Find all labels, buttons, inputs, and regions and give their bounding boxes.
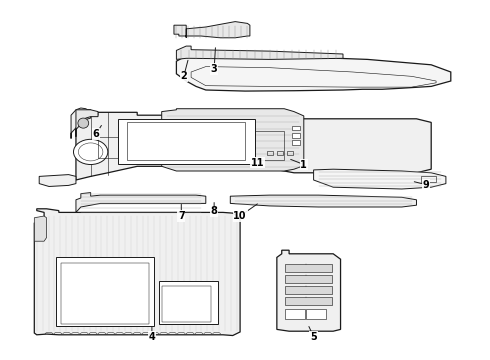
Ellipse shape bbox=[78, 118, 89, 128]
Bar bbox=[61, 263, 149, 324]
Polygon shape bbox=[76, 193, 206, 212]
Polygon shape bbox=[176, 54, 451, 91]
Polygon shape bbox=[174, 22, 250, 38]
Polygon shape bbox=[314, 169, 446, 189]
Text: 10: 10 bbox=[233, 211, 247, 221]
Polygon shape bbox=[71, 108, 98, 139]
Bar bbox=[292, 140, 300, 145]
Polygon shape bbox=[230, 195, 416, 207]
Polygon shape bbox=[162, 109, 304, 171]
Bar bbox=[127, 122, 245, 160]
Polygon shape bbox=[176, 46, 343, 59]
Bar bbox=[56, 257, 154, 326]
Text: 9: 9 bbox=[423, 180, 430, 190]
Bar bbox=[287, 151, 293, 155]
Bar bbox=[277, 151, 283, 155]
Polygon shape bbox=[76, 110, 98, 137]
Bar bbox=[421, 176, 436, 182]
Text: 3: 3 bbox=[211, 64, 218, 74]
Text: 11: 11 bbox=[250, 158, 264, 168]
Text: 6: 6 bbox=[93, 129, 99, 139]
Bar bbox=[292, 126, 300, 130]
Bar bbox=[285, 297, 332, 305]
Text: 5: 5 bbox=[310, 332, 317, 342]
Text: 8: 8 bbox=[211, 206, 218, 216]
Bar bbox=[285, 286, 332, 294]
Polygon shape bbox=[34, 216, 47, 241]
Text: 7: 7 bbox=[178, 211, 185, 221]
Bar bbox=[118, 119, 255, 164]
Polygon shape bbox=[277, 250, 341, 331]
Text: 4: 4 bbox=[148, 332, 155, 342]
Bar bbox=[292, 133, 300, 138]
Polygon shape bbox=[76, 110, 431, 180]
Bar bbox=[159, 281, 218, 324]
Text: 2: 2 bbox=[180, 71, 187, 81]
Bar bbox=[255, 131, 284, 160]
Polygon shape bbox=[34, 209, 240, 336]
Polygon shape bbox=[39, 175, 76, 186]
Bar bbox=[285, 309, 305, 319]
Bar bbox=[285, 264, 332, 272]
Bar bbox=[162, 286, 211, 322]
Bar bbox=[285, 275, 332, 283]
Bar bbox=[267, 151, 273, 155]
Text: 1: 1 bbox=[300, 159, 307, 170]
Circle shape bbox=[74, 139, 108, 165]
Bar bbox=[306, 309, 326, 319]
Bar bbox=[98, 137, 118, 158]
